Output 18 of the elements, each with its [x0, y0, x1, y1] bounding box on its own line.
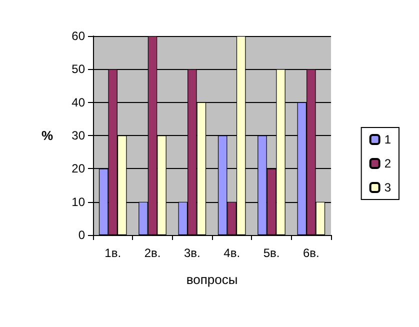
y-tick-label: 60: [72, 29, 86, 43]
legend-label: 1: [384, 132, 392, 146]
x-tick-label: 5в.: [263, 246, 280, 260]
x-tick-label: 3в.: [184, 246, 200, 260]
y-tick-label: 10: [72, 194, 86, 209]
x-tick-label: 2в.: [144, 246, 161, 260]
legend-label: 3: [384, 180, 392, 194]
y-tick-label: 30: [72, 128, 86, 142]
x-tick-label: 4в.: [224, 246, 240, 260]
y-tick-label: 0: [78, 228, 86, 242]
x-tick-label: 6в.: [302, 246, 320, 260]
y-axis-title: %: [41, 128, 54, 143]
x-tick-label: 1в.: [104, 246, 122, 260]
legend-label: 2: [384, 156, 392, 170]
x-axis-title: вопросы: [186, 272, 238, 287]
y-tick-label: 50: [72, 62, 86, 76]
y-tick-label: 20: [72, 162, 86, 176]
y-tick-label: 40: [72, 95, 86, 110]
